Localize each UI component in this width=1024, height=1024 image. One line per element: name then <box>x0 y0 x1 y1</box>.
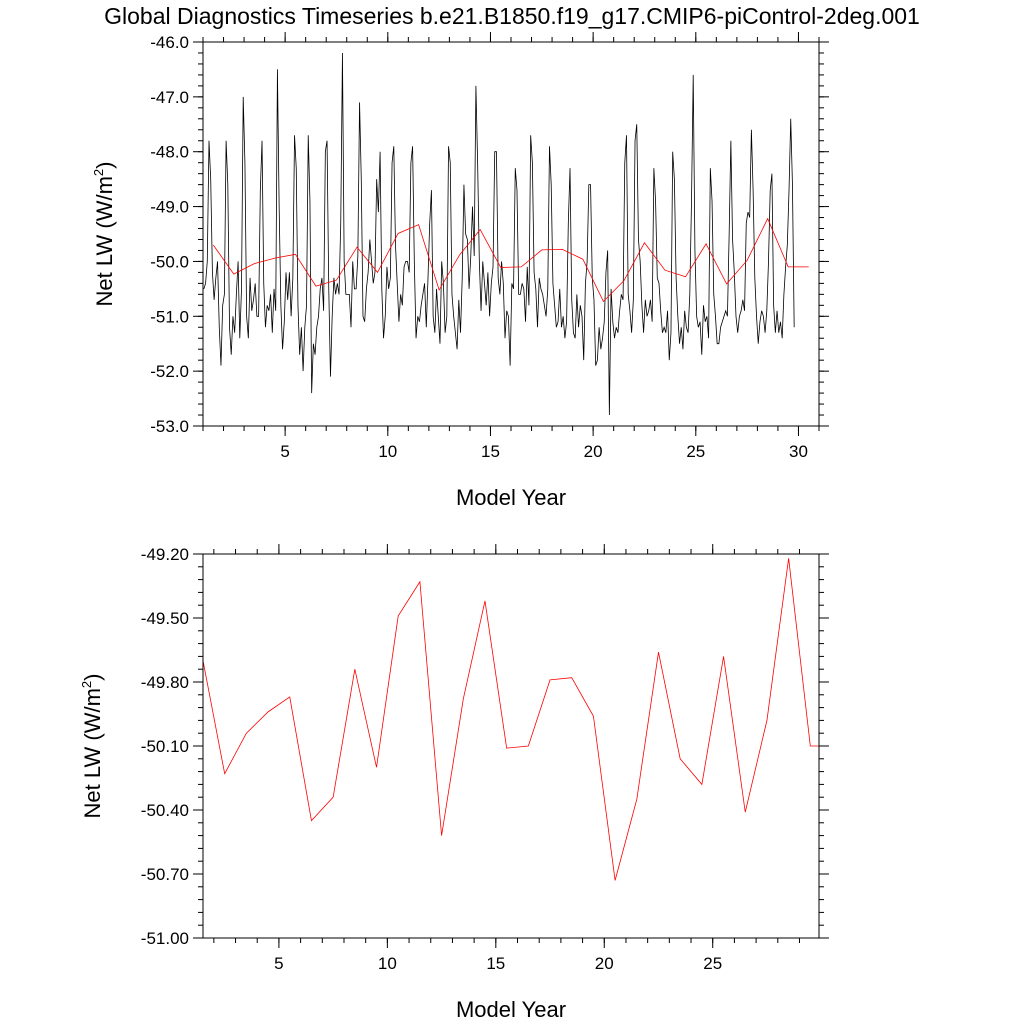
bottom-plot-frame <box>202 553 820 939</box>
top-ytick-label: -50.0 <box>150 252 189 271</box>
top-y-axis-label: Net LW (W/m2) <box>91 162 117 307</box>
top-ytick-label: -52.0 <box>150 362 189 381</box>
top-xtick-label: 20 <box>584 442 603 461</box>
top-ytick-label: -46.0 <box>150 33 189 52</box>
bottom-y-axis: -49.20 -49.50 -49.80 -50.10 -50.40 -50.70 -51.… <box>141 545 829 948</box>
bottom-ytick-label: -49.50 <box>141 609 189 628</box>
bottom-x-axis: 5 10 15 20 25 <box>213 544 800 973</box>
top-chart: -46.0 -47.0 -48.0 -49.0 -50.0 -51.0 -52.0 -53.0… <box>91 32 829 510</box>
bottom-y-axis-label-close: ) <box>80 674 105 681</box>
top-xtick-label: 5 <box>280 442 289 461</box>
figure-title: Global Diagnostics Timeseries b.e21.B185… <box>104 3 920 29</box>
top-xtick-label: 15 <box>481 442 500 461</box>
top-y-axis-label-close: ) <box>92 162 117 169</box>
top-x-axis: 5 10 15 20 25 30 <box>202 32 820 461</box>
bottom-ytick-label: -51.00 <box>141 929 189 948</box>
bottom-ytick-label: -49.20 <box>141 545 189 564</box>
top-xtick-label: 10 <box>378 442 397 461</box>
bottom-xtick-label: 15 <box>486 954 505 973</box>
bottom-series-annual-line <box>202 558 819 881</box>
top-series-annual-line <box>212 217 809 303</box>
bottom-xtick-label: 5 <box>274 954 283 973</box>
bottom-xtick-label: 10 <box>378 954 397 973</box>
bottom-x-axis-label: Model Year <box>456 997 566 1022</box>
top-y-axis-label-sup: 2 <box>91 169 106 176</box>
bottom-chart-marks <box>202 558 819 881</box>
top-chart-marks <box>203 52 809 416</box>
top-xtick-label: 25 <box>686 442 705 461</box>
top-x-axis-label: Model Year <box>456 485 566 510</box>
top-series-monthly-line <box>203 52 795 416</box>
top-ytick-label: -49.0 <box>150 198 189 217</box>
top-ytick-label: -51.0 <box>150 307 189 326</box>
top-y-axis: -46.0 -47.0 -48.0 -49.0 -50.0 -51.0 -52.0 -53.0 <box>150 33 829 436</box>
bottom-xtick-label: 20 <box>595 954 614 973</box>
bottom-xtick-label: 25 <box>703 954 722 973</box>
top-ytick-label: -53.0 <box>150 417 189 436</box>
top-plot-frame <box>202 41 820 427</box>
bottom-ytick-label: -50.70 <box>141 865 189 884</box>
top-ytick-label: -47.0 <box>150 88 189 107</box>
bottom-y-axis-label: Net LW (W/m2) <box>79 674 105 819</box>
top-ytick-label: -48.0 <box>150 143 189 162</box>
top-xtick-label: 30 <box>789 442 808 461</box>
bottom-y-axis-label-sup: 2 <box>79 681 94 688</box>
bottom-chart: -49.20 -49.50 -49.80 -50.10 -50.40 -50.70 -51.… <box>79 544 829 1022</box>
bottom-ytick-label: -50.10 <box>141 737 189 756</box>
bottom-ytick-label: -49.80 <box>141 673 189 692</box>
bottom-ytick-label: -50.40 <box>141 801 189 820</box>
